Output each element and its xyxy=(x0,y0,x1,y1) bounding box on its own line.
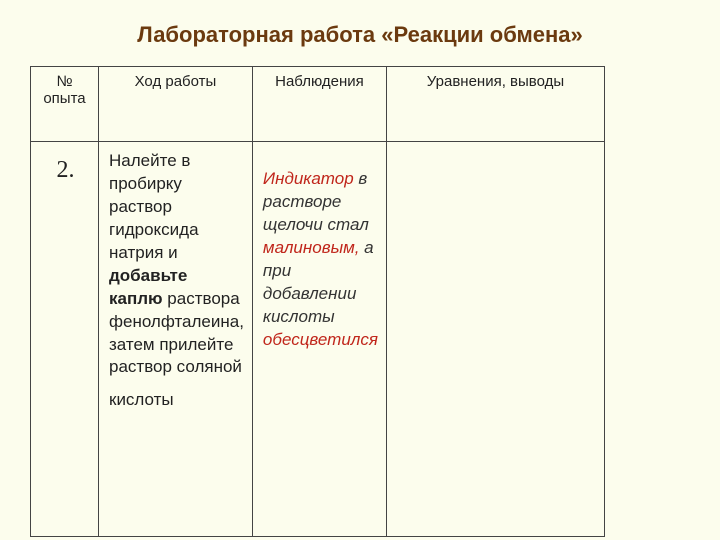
procedure-text-1: Налейте в пробирку раствор гидроксида на… xyxy=(109,151,199,262)
page-root: Лабораторная работа «Реакции обмена» № о… xyxy=(0,0,720,540)
cell-num: 2. xyxy=(31,142,99,537)
obs-red-1: Индикатор xyxy=(263,169,354,188)
page-title: Лабораторная работа «Реакции обмена» xyxy=(0,22,720,48)
header-num: № опыта xyxy=(31,67,99,142)
obs-red-2: малиновым, xyxy=(263,238,360,257)
header-procedure: Ход работы xyxy=(99,67,253,142)
obs-red-3: обесцветился xyxy=(263,330,378,349)
table-row: 2. Налейте в пробирку раствор гидроксида… xyxy=(31,142,605,537)
cell-procedure: Налейте в пробирку раствор гидроксида на… xyxy=(99,142,253,537)
header-equations: Уравнения, выводы xyxy=(386,67,604,142)
table-header-row: № опыта Ход работы Наблюдения Уравнения,… xyxy=(31,67,605,142)
cell-equations xyxy=(386,142,604,537)
cell-observations: Индикатор в растворе щелочи стал малинов… xyxy=(252,142,386,537)
lab-table: № опыта Ход работы Наблюдения Уравнения,… xyxy=(30,66,605,537)
spacer xyxy=(109,379,244,389)
procedure-text-3: кислоты xyxy=(109,390,174,409)
header-observations: Наблюдения xyxy=(252,67,386,142)
